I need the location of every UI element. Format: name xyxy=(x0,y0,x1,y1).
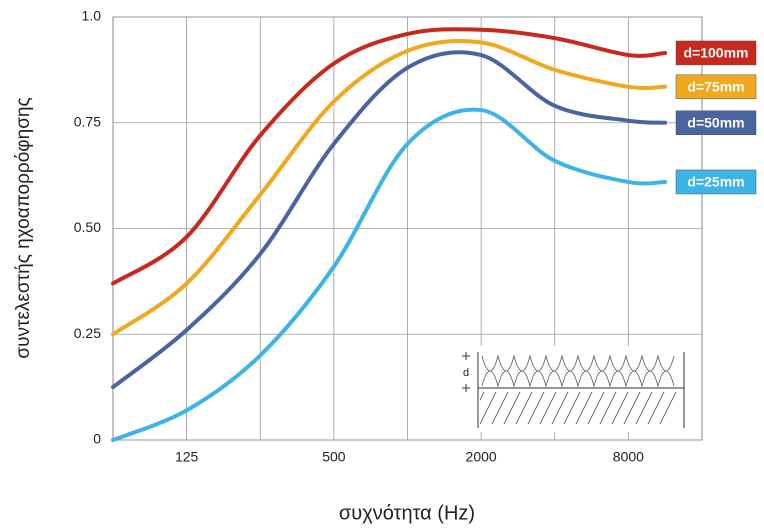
legend-label: d=100mm xyxy=(684,45,749,61)
y-tick-label: 1.0 xyxy=(82,8,102,24)
legend-label: d=75mm xyxy=(687,78,744,94)
x-tick-label: 8000 xyxy=(613,449,644,465)
x-axis-label: συχνότητα (Hz) xyxy=(339,502,475,524)
legend-box xyxy=(675,110,757,135)
y-tick-label: 0.75 xyxy=(74,113,101,129)
insulation xyxy=(481,354,675,388)
y-tick-label: 0.25 xyxy=(74,325,101,341)
legend-box xyxy=(675,40,757,66)
hatching xyxy=(479,391,677,425)
legend-label: d=50mm xyxy=(687,114,744,130)
x-tick-label: 500 xyxy=(322,449,346,465)
legend-label: d=25mm xyxy=(687,174,744,190)
legend-box xyxy=(675,74,757,100)
y-tick-label: 0 xyxy=(93,431,101,447)
legend-item: d=100mm xyxy=(675,40,757,66)
line xyxy=(111,107,668,442)
legend-item: d=50mm xyxy=(675,110,757,135)
y-tick-label: 0.50 xyxy=(74,219,101,235)
legend-box xyxy=(675,169,757,195)
line xyxy=(111,27,668,286)
inset-bg xyxy=(454,346,690,432)
inset-label: d xyxy=(463,367,469,379)
inset: d xyxy=(454,346,690,432)
x-tick-label: 125 xyxy=(175,449,199,465)
legend-item: d=25mm xyxy=(675,169,757,195)
x-tick-label: 2000 xyxy=(466,449,497,465)
y-axis-label: συντελεστής ηχοαπορρόφησης xyxy=(13,97,34,358)
line xyxy=(111,50,668,390)
legend-item: d=75mm xyxy=(675,74,757,100)
line xyxy=(111,38,668,337)
